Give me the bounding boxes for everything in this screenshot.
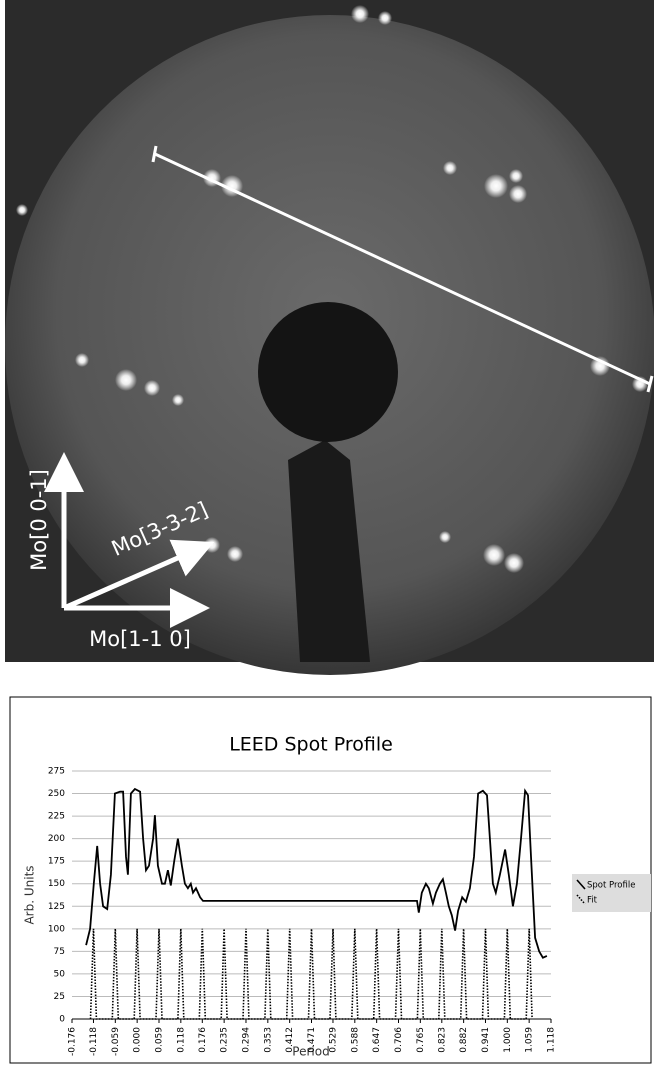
x-tick-label: 0.471 <box>307 1027 317 1053</box>
x-tick-label: 1.000 <box>503 1027 513 1053</box>
x-tick-label: 0.647 <box>372 1027 382 1053</box>
x-tick-label: -0.118 <box>89 1027 99 1056</box>
x-tick-label: 0.588 <box>350 1027 360 1053</box>
x-tick-label: 0.412 <box>285 1027 295 1053</box>
x-tick-label: 0.706 <box>394 1027 404 1053</box>
x-tick-label: 0.000 <box>133 1027 143 1053</box>
axis-label: Mo[0 0-1] <box>27 469 51 571</box>
x-tick-label: -0.059 <box>111 1027 121 1056</box>
x-tick-label: 0.941 <box>481 1027 491 1053</box>
x-tick-label: 0.118 <box>176 1027 186 1053</box>
x-tick-label: 0.765 <box>416 1027 426 1053</box>
legend-label: Spot Profile <box>587 881 635 891</box>
x-tick-label: 1.059 <box>525 1027 535 1053</box>
legend-label: Fit <box>587 896 598 906</box>
x-tick-label: 0.176 <box>198 1027 208 1053</box>
x-tick-label: 0.882 <box>459 1027 469 1053</box>
leed-image: Mo[0 0-1] Mo[3-3-2] Mo[1-1 0] <box>5 0 654 675</box>
x-tick-label: 0.235 <box>220 1027 230 1053</box>
chart-title: LEED Spot Profile <box>229 734 393 756</box>
x-tick-label: 0.823 <box>437 1027 447 1053</box>
x-tick-label: -0.176 <box>68 1027 78 1056</box>
x-tick-label: 0.059 <box>154 1027 164 1053</box>
y-tick-label: 175 <box>48 857 65 867</box>
y-tick-label: 100 <box>48 924 65 934</box>
y-tick-label: 75 <box>54 947 65 957</box>
y-tick-label: 250 <box>48 789 65 799</box>
x-tick-label: 0.353 <box>263 1027 273 1053</box>
y-tick-label: 0 <box>59 1015 65 1025</box>
y-tick-label: 25 <box>54 992 65 1002</box>
page: Mo[0 0-1] Mo[3-3-2] Mo[1-1 0] LEED Spot … <box>0 0 654 1067</box>
y-tick-label: 125 <box>48 902 65 912</box>
axis-label: Mo[1-1 0] <box>89 627 191 651</box>
figure: Mo[0 0-1] Mo[3-3-2] Mo[1-1 0] LEED Spot … <box>0 0 654 1067</box>
x-tick-label: 1.118 <box>547 1027 557 1053</box>
y-axis-title: Arb. Units <box>23 865 37 924</box>
y-tick-label: 200 <box>48 834 65 844</box>
y-tick-label: 150 <box>48 879 65 889</box>
y-tick-label: 225 <box>48 812 65 822</box>
x-tick-label: 0.294 <box>241 1027 251 1053</box>
y-tick-label: 50 <box>54 969 66 979</box>
x-tick-label: 0.529 <box>328 1027 338 1053</box>
y-tick-label: 275 <box>48 767 65 777</box>
